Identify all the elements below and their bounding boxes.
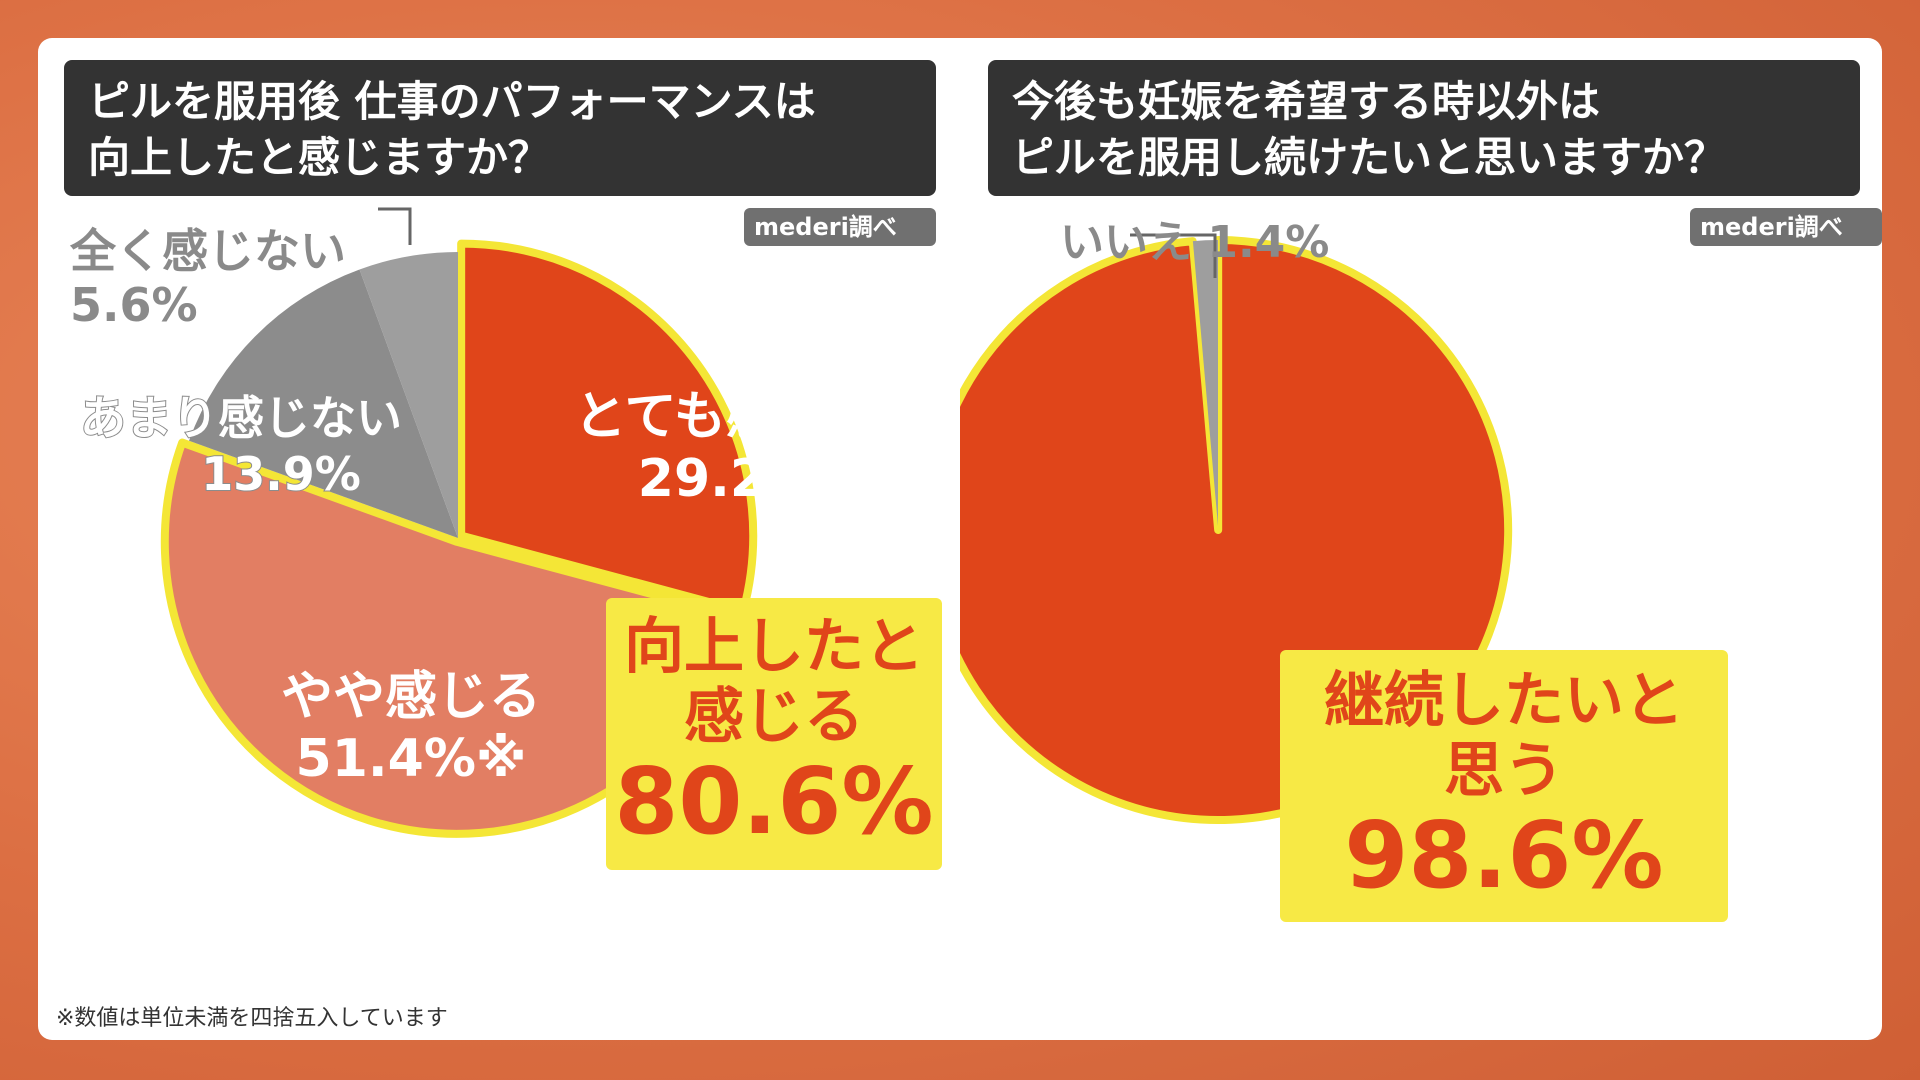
right-callout-box: 継続したいと 思う 98.6%: [1280, 650, 1728, 922]
pie-slice-pie-right-1: [1192, 240, 1218, 526]
pie-slice-pie-left-2: [189, 269, 458, 538]
label-amari-value: 13.9%: [200, 446, 362, 502]
label-yaya-value: 51.4%※: [295, 729, 527, 789]
left-callout-box: 向上したと 感じる 80.6%: [606, 598, 942, 870]
right-callout-value: 98.6%: [1344, 802, 1664, 909]
label-iie-name: いいえ: [1060, 217, 1192, 268]
pie-slice-pie-left-3: [359, 252, 458, 538]
left-question-line1: ピルを服用後 仕事のパフォーマンスは: [88, 77, 816, 126]
right-panel: 今後も妊娠を希望する時以外は ピルを服用し続けたいと思いますか？ mederi調…: [960, 38, 1882, 1040]
label-amari: あまり感じない 13.9%: [68, 390, 414, 502]
label-amari-name: あまり感じない: [79, 390, 403, 446]
right-callout-line1: 継続したいと: [1324, 666, 1684, 736]
label-totemo-value: 29.2%: [637, 449, 819, 509]
left-callout-line1: 向上したと: [624, 612, 924, 682]
leader-line-pie-right-0: [1130, 233, 1217, 278]
label-mattaku-value: 5.6%: [70, 278, 198, 332]
label-mattaku-name: 全く感じない: [70, 224, 346, 278]
footnote: ※数値は単位未満を四捨五入しています: [56, 1006, 448, 1031]
right-question-box: 今後も妊娠を希望する時以外は ピルを服用し続けたいと思いますか？: [988, 60, 1860, 196]
pie-slice-pie-left-0: [457, 239, 758, 616]
left-callout-value: 80.6%: [614, 748, 934, 855]
left-question-line2: 向上したと感じますか？: [88, 133, 551, 182]
label-yaya: やや感じる 51.4%※: [246, 666, 576, 790]
right-callout-line2: 思う: [1444, 736, 1564, 806]
label-iie: いいえ 1.4%: [1060, 216, 1329, 270]
label-iie-value: 1.4%: [1207, 217, 1330, 268]
leader-line-pie-left-0: [378, 207, 412, 245]
left-pie-chart: [160, 207, 758, 838]
label-mattaku: 全く感じない 5.6%: [70, 224, 346, 332]
label-totemo-name: とても感じる: [574, 387, 882, 447]
right-question-line2: ピルを服用し続けたいと思いますか？: [1012, 133, 1727, 182]
label-totemo: とても感じる 29.2%: [558, 386, 898, 510]
left-question-box: ピルを服用後 仕事のパフォーマンスは 向上したと感じますか？: [64, 60, 936, 196]
left-source-badge: mederi調べ: [744, 208, 936, 246]
right-question-line1: 今後も妊娠を希望する時以外は: [1012, 77, 1601, 126]
left-panel: ピルを服用後 仕事のパフォーマンスは 向上したと感じますか？ mederi調べ …: [38, 38, 960, 1040]
label-yaya-name: やや感じる: [280, 667, 541, 727]
chart-card: ピルを服用後 仕事のパフォーマンスは 向上したと感じますか？ mederi調べ …: [38, 38, 1882, 1040]
left-callout-line2: 感じる: [684, 682, 864, 752]
right-source-badge: mederi調べ: [1690, 208, 1882, 246]
